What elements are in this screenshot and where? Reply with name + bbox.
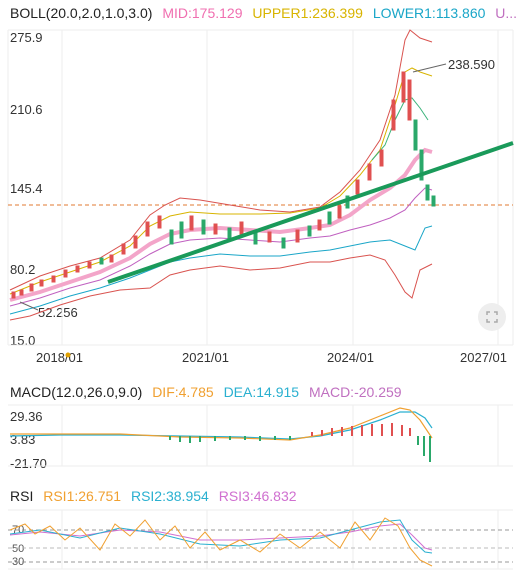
boll-title: BOLL(20.0,2.0,1.0,3.0) [10,5,153,21]
price-tick-3: 145.4 [10,181,43,196]
price-tick-4: 80.2 [10,262,36,277]
price-tick-1: 275.9 [10,30,43,45]
price-tick-5: 15.0 [10,333,36,348]
expand-icon [486,311,498,323]
boll-more: U... [495,5,518,21]
event-marker-icon[interactable] [65,352,71,358]
macd-dif: DIF:4.785 [152,384,214,400]
rsi-panel [8,517,513,567]
price-low-callout: 52.256 [38,305,78,320]
date-tick-4: 2027/01 [460,350,507,365]
high-pointer [412,63,447,73]
trend-line[interactable] [107,141,514,284]
macd-header: MACD(12.0,26.0,9.0) DIF:4.785 DEA:14.915… [10,384,408,400]
date-tick-1: 2018/01 [36,350,83,365]
macd-value: MACD:-20.259 [308,384,402,400]
low-pointer [19,301,39,311]
candles [11,71,436,299]
lower-band [9,225,433,315]
rsi-title: RSI [10,488,34,504]
macd-dif-line [10,407,433,441]
price-high-callout: 238.590 [448,57,495,72]
upper-band [9,67,433,295]
rsi3-line [9,523,433,551]
rsi-tick-50: 50 [12,543,25,555]
rsi2-line [9,519,433,554]
macd-dea-line [9,411,433,440]
expand-button[interactable] [478,303,506,331]
outer-lower-band [9,254,433,321]
macd-panel [9,407,433,462]
rsi-header: RSI RSI1:26.751 RSI2:38.954 RSI3:46.832 [10,488,303,504]
price-tick-2: 210.6 [10,102,43,117]
outer-upper-band [9,29,433,291]
macd-dea: DEA:14.915 [223,384,300,400]
boll-lower1: LOWER1:113.860 [372,5,486,21]
boll-mid: MID:175.129 [162,5,243,21]
macd-title: MACD(12.0,26.0,9.0) [10,384,143,400]
macd-tick-3: -21.70 [10,456,47,471]
rsi-2: RSI2:38.954 [130,488,209,504]
price-grid [7,29,514,570]
macd-tick-1: 29.36 [10,409,43,424]
date-tick-2: 2021/01 [182,350,229,365]
boll-upper1: UPPER1:236.399 [252,5,363,21]
date-tick-3: 2024/01 [327,350,374,365]
mid-band [9,147,433,302]
rsi1-line [9,517,433,567]
rsi-3: RSI3:46.832 [218,488,297,504]
rsi-1: RSI1:26.751 [43,488,122,504]
inner-lower-band [9,187,433,307]
boll-header: BOLL(20.0,2.0,1.0,3.0) MID:175.129 UPPER… [10,5,521,21]
